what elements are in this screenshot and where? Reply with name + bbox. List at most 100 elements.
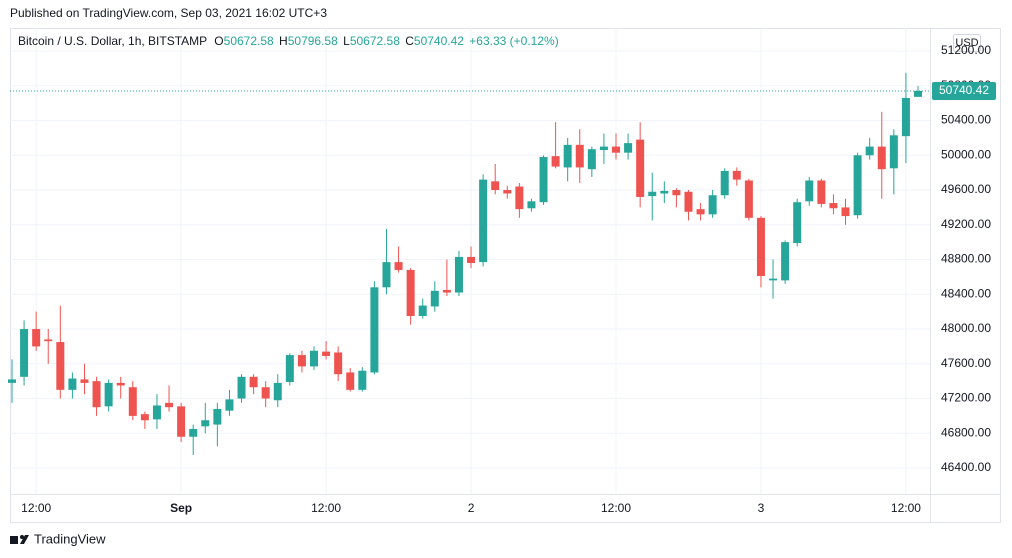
y-tick-label: 46400.00	[941, 460, 991, 474]
candle-body	[769, 278, 778, 281]
last-price-box	[932, 81, 996, 100]
candle-body	[165, 402, 174, 408]
x-tick-label: 12:00	[21, 501, 51, 515]
candle-body	[756, 217, 765, 277]
candle-body	[720, 170, 729, 196]
x-tick-label: 2	[468, 501, 475, 515]
candle-body	[406, 269, 415, 316]
candle-body	[612, 146, 620, 153]
candle-body	[418, 305, 427, 316]
x-tick-label: 12:00	[601, 501, 631, 515]
candle-body	[104, 382, 113, 407]
candle-body	[346, 372, 355, 390]
y-tick-label: 48800.00	[941, 252, 991, 266]
candle-body	[901, 97, 910, 137]
candle-body	[648, 191, 657, 197]
candle-body	[515, 186, 524, 210]
candle-body	[128, 387, 137, 416]
y-tick-label: 46800.00	[941, 425, 991, 439]
candles	[8, 72, 922, 455]
o-key: O	[214, 34, 223, 48]
candle-body	[442, 289, 451, 293]
y-tick-label: 51200.00	[941, 43, 991, 57]
candle-body	[636, 139, 645, 197]
last-price-label: 50740.42	[939, 83, 989, 97]
chart-frame	[10, 28, 1001, 523]
c-key: C	[405, 34, 414, 48]
candle-body	[382, 262, 391, 288]
y-tick-label: 48400.00	[941, 286, 991, 300]
candle-body	[189, 428, 198, 437]
brand: TradingView	[34, 531, 106, 546]
candle-body	[587, 149, 596, 170]
candle-body	[865, 146, 874, 156]
candle-body	[467, 256, 476, 263]
candle-body	[744, 180, 753, 218]
y-tick-label: 48000.00	[941, 321, 991, 335]
logo	[10, 535, 29, 544]
candle-body	[310, 350, 318, 367]
y-tick-label: 49600.00	[941, 182, 991, 196]
y-tick-label: 50000.00	[941, 147, 991, 161]
candle-body	[430, 290, 439, 307]
logo-mark	[10, 536, 18, 544]
candle-body	[358, 370, 367, 390]
x-tick-label: Sep	[170, 501, 192, 515]
candle-body	[491, 181, 500, 191]
candle-body	[539, 157, 548, 203]
candle-body	[249, 376, 258, 388]
candle-body	[213, 408, 222, 425]
candle-body	[322, 351, 331, 356]
candle-body	[225, 399, 234, 411]
legend-line: Bitcoin / U.S. Dollar, 1h, BITSTAMP O506…	[18, 34, 559, 48]
candle-body	[92, 381, 101, 408]
y-tick-label: 50400.00	[941, 113, 991, 127]
candle-body	[44, 339, 53, 342]
published-note: Published on TradingView.com, Sep 03, 20…	[10, 6, 327, 20]
h-key: H	[279, 34, 288, 48]
y-tick-label: 49200.00	[941, 217, 991, 231]
candle-body	[20, 329, 29, 377]
candle-body	[708, 195, 717, 215]
candle-body	[297, 355, 306, 367]
candle-body	[624, 143, 633, 153]
candle-body	[237, 376, 246, 399]
candle-body	[841, 207, 850, 217]
candle-body	[394, 262, 403, 270]
x-tick-label: 3	[758, 501, 765, 515]
candle-body	[152, 405, 161, 420]
candle-body	[8, 379, 16, 383]
candle-body	[853, 155, 862, 216]
logo-mark	[20, 535, 24, 539]
l-value: 50672.58	[350, 34, 400, 48]
candle-body	[889, 135, 898, 169]
candle-body	[660, 190, 669, 194]
candle-body	[684, 191, 693, 212]
y-tick-label: 47600.00	[941, 356, 991, 370]
candle-body	[672, 190, 681, 196]
candle-body	[116, 382, 125, 386]
grid	[10, 28, 930, 494]
change: +63.33 (+0.12%)	[469, 34, 558, 48]
candle-body	[793, 202, 802, 244]
x-tick-label: 12:00	[891, 501, 921, 515]
candle-body	[177, 406, 186, 437]
candle-body	[696, 209, 705, 215]
logo-mark	[20, 535, 29, 544]
candle-body	[80, 379, 89, 383]
currency-box[interactable]	[953, 34, 981, 52]
o-value: 50672.58	[224, 34, 274, 48]
candle-body	[370, 287, 379, 373]
candle-body	[479, 179, 488, 263]
x-tick-label: 12:00	[311, 501, 341, 515]
c-value: 50740.42	[414, 34, 464, 48]
candle-body	[563, 144, 572, 168]
candle-body	[334, 352, 343, 375]
candle-body	[599, 146, 608, 151]
candle-body	[829, 203, 838, 209]
h-value: 50796.58	[288, 34, 338, 48]
currency[interactable]: USD	[955, 37, 978, 49]
candle-body	[261, 387, 270, 399]
